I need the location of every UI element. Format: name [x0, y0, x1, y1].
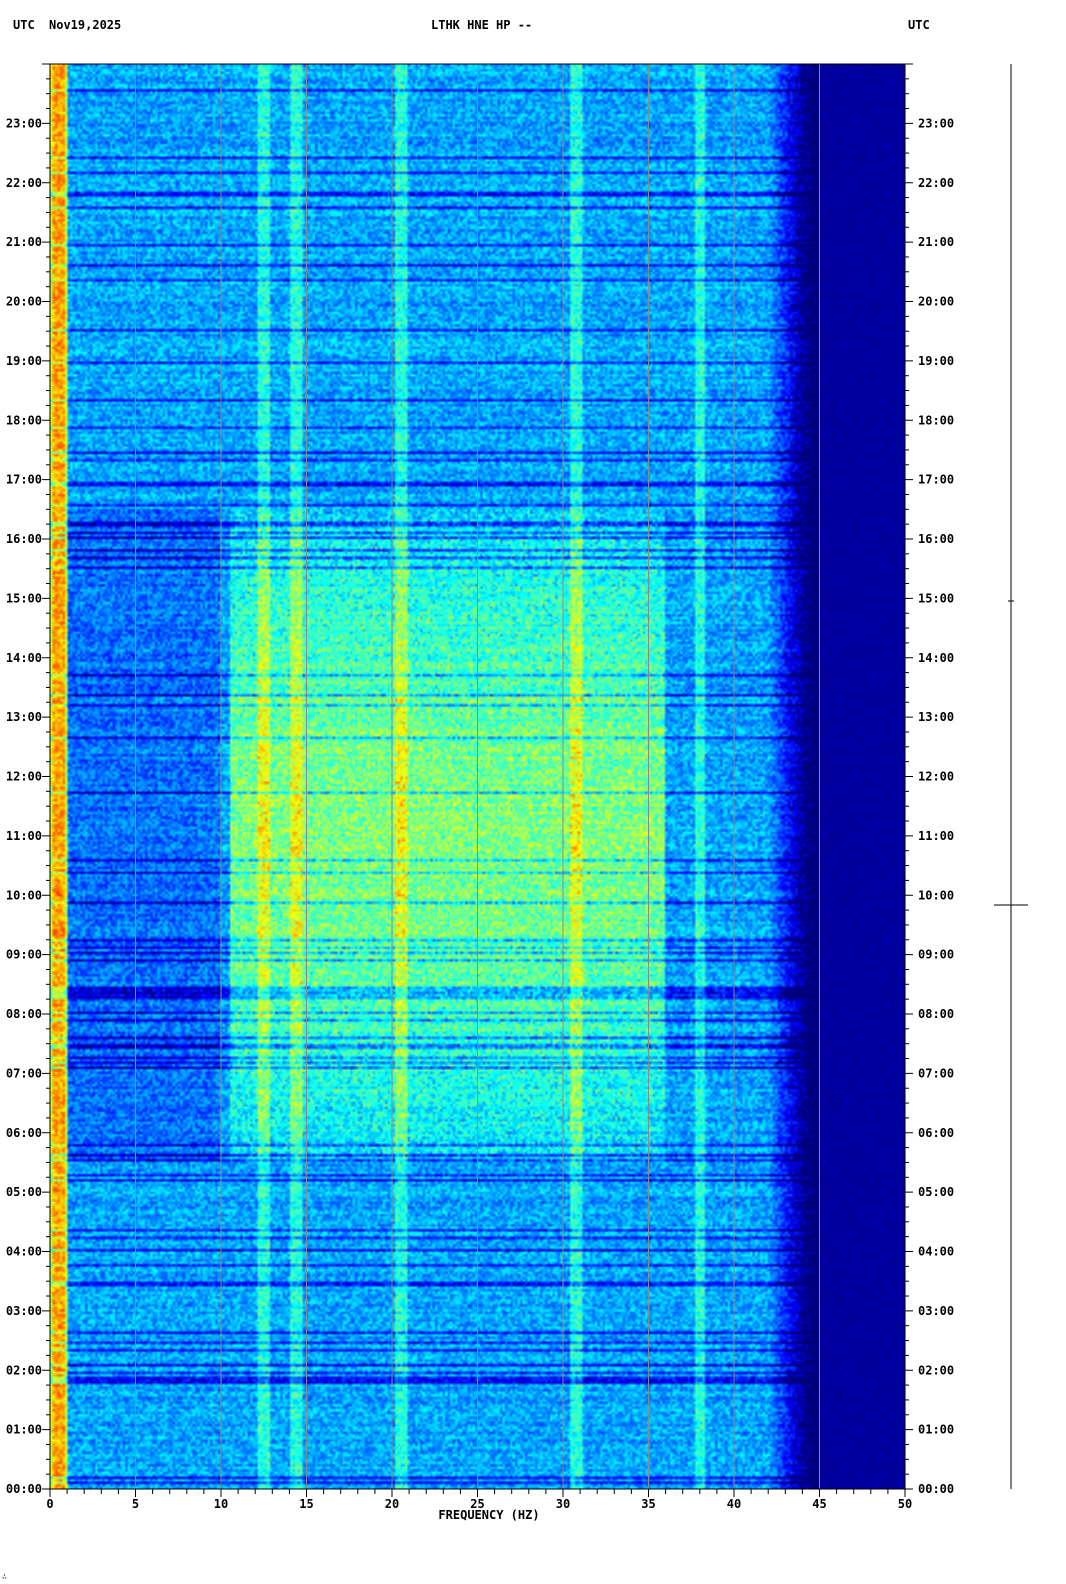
footer-mark: ∴ [2, 1572, 7, 1581]
x-tick-label: 20 [385, 1497, 399, 1511]
y-tick-label-left: 14:00 [6, 651, 42, 665]
y-tick-label-left: 04:00 [6, 1245, 42, 1259]
y-tick-label-left: 17:00 [6, 473, 42, 487]
x-tick-label: 30 [556, 1497, 570, 1511]
x-axis: 0 5 10 15 20 25 30 35 40 45 50 [46, 1489, 912, 1511]
x-tick-label: 25 [470, 1497, 484, 1511]
y-tick-label-right: 13:00 [918, 710, 954, 724]
y-tick-label-right: 00:00 [918, 1482, 954, 1496]
y-tick-label-left: 02:00 [6, 1363, 42, 1377]
y-tick-label-left: 01:00 [6, 1423, 42, 1437]
y-tick-label-left: 08:00 [6, 1007, 42, 1021]
y-tick-label-left: 07:00 [6, 1066, 42, 1080]
y-tick-label-right: 04:00 [918, 1245, 954, 1259]
header-right-utc: UTC [908, 18, 930, 32]
y-tick-label-right: 18:00 [918, 413, 954, 427]
y-tick-label-right: 06:00 [918, 1126, 954, 1140]
y-tick-label-left: 22:00 [6, 176, 42, 190]
y-tick-label-left: 03:00 [6, 1304, 42, 1318]
y-tick-label-left: 13:00 [6, 710, 42, 724]
x-tick-label: 10 [214, 1497, 228, 1511]
y-tick-label-right: 16:00 [918, 532, 954, 546]
y-tick-label-right: 02:00 [918, 1363, 954, 1377]
y-tick-label-right: 20:00 [918, 295, 954, 309]
x-tick-label: 0 [46, 1497, 53, 1511]
y-tick-label-left: 10:00 [6, 888, 42, 902]
y-tick-label-left: 16:00 [6, 532, 42, 546]
y-tick-label-left: 06:00 [6, 1126, 42, 1140]
y-tick-label-left: 09:00 [6, 948, 42, 962]
y-tick-label-right: 23:00 [918, 116, 954, 130]
x-tick-label: 40 [727, 1497, 741, 1511]
y-tick-label-right: 12:00 [918, 770, 954, 784]
x-tick-label: 15 [299, 1497, 313, 1511]
y-tick-label-left: 20:00 [6, 295, 42, 309]
scale-indicator [994, 64, 1028, 1489]
y-tick-label-right: 03:00 [918, 1304, 954, 1318]
y-tick-label-right: 08:00 [918, 1007, 954, 1021]
y-tick-label-right: 19:00 [918, 354, 954, 368]
y-tick-label-left: 21:00 [6, 235, 42, 249]
y-tick-label-right: 05:00 [918, 1185, 954, 1199]
y-tick-label-right: 21:00 [918, 235, 954, 249]
y-tick-label-left: 15:00 [6, 591, 42, 605]
y-tick-label-right: 07:00 [918, 1066, 954, 1080]
y-tick-label-right: 11:00 [918, 829, 954, 843]
y-tick-label-left: 19:00 [6, 354, 42, 368]
y-tick-label-right: 01:00 [918, 1423, 954, 1437]
x-tick-label: 50 [898, 1497, 912, 1511]
y-tick-label-left: 05:00 [6, 1185, 42, 1199]
header-station: LTHK HNE HP -- [431, 18, 533, 32]
y-tick-label-left: 00:00 [6, 1482, 42, 1496]
x-tick-label: 35 [641, 1497, 655, 1511]
y-tick-label-left: 11:00 [6, 829, 42, 843]
y-tick-label-right: 22:00 [918, 176, 954, 190]
header-date: Nov19,2025 [49, 18, 122, 32]
x-axis-title: FREQUENCY (HZ) [438, 1508, 539, 1522]
y-tick-label-left: 12:00 [6, 770, 42, 784]
y-tick-label-right: 17:00 [918, 473, 954, 487]
y-tick-label-right: 15:00 [918, 591, 954, 605]
header-left-utc: UTC [13, 18, 35, 32]
y-tick-label-left: 18:00 [6, 413, 42, 427]
frequency-gridlines [135, 64, 820, 1489]
x-tick-label: 45 [812, 1497, 826, 1511]
x-tick-label: 5 [132, 1497, 139, 1511]
y-axis-right: 00:00 01:00 02:00 03:00 04:00 05:00 06:00 07:00… [905, 63, 954, 1496]
y-tick-label-right: 09:00 [918, 948, 954, 962]
y-axis-left: 00:00 01:00 02:00 03:00 04:00 05:00 06:00 07:00… [6, 63, 50, 1496]
y-tick-label-right: 14:00 [918, 651, 954, 665]
y-tick-label-left: 23:00 [6, 116, 42, 130]
y-tick-label-right: 10:00 [918, 888, 954, 902]
